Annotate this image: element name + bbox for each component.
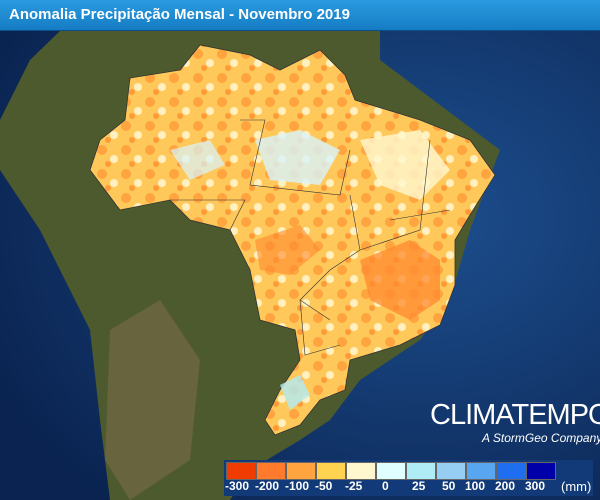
climatempo-logo: CLIMATEMPO A StormGeo Company — [430, 400, 600, 445]
legend-label: -100 — [285, 479, 310, 493]
legend-unit: (mm) — [561, 479, 592, 494]
precipitation-anomaly-map — [0, 31, 600, 500]
map-title: Anomalia Precipitação Mensal - Novembro … — [9, 6, 350, 23]
legend-label: -300 — [225, 479, 250, 493]
state-borders — [170, 119, 451, 356]
legend-label: 300 — [525, 479, 546, 493]
legend-swatch — [286, 462, 316, 480]
legend-swatch — [526, 462, 556, 480]
legend-swatch — [436, 462, 466, 480]
legend-swatch — [346, 462, 376, 480]
legend-swatch — [496, 462, 526, 480]
logo-wordmark: CLIMATEMPO — [430, 399, 600, 431]
title-bar: Anomalia Precipitação Mensal - Novembro … — [0, 0, 600, 31]
legend-swatch — [316, 462, 346, 480]
legend-swatch — [376, 462, 406, 480]
legend-swatch — [256, 462, 286, 480]
legend-swatch — [226, 462, 256, 480]
legend-swatch — [406, 462, 436, 480]
legend-swatch — [466, 462, 496, 480]
legend-label: 25 — [412, 479, 426, 493]
logo-tagline: A StormGeo Company — [482, 431, 600, 445]
legend-label: 50 — [442, 479, 456, 493]
legend-label: -25 — [345, 479, 363, 493]
legend-label: 200 — [495, 479, 516, 493]
legend-label: -50 — [315, 479, 333, 493]
legend-label: 100 — [465, 479, 486, 493]
legend-label: 0 — [382, 479, 389, 493]
color-legend: -300 -200 -100 -50 -25 0 25 50 100 200 300 (mm) — [224, 460, 593, 496]
legend-label: -200 — [255, 479, 280, 493]
